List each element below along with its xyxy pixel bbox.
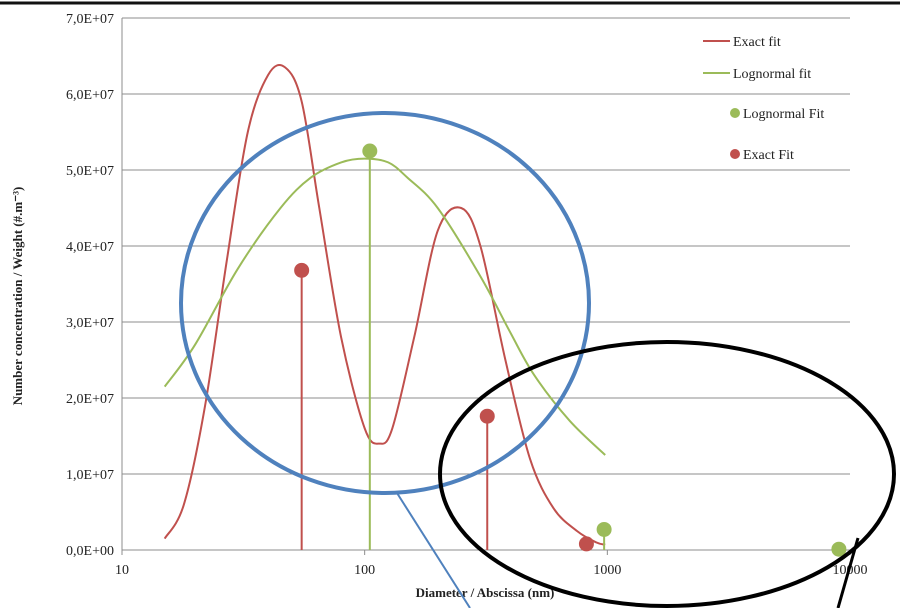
annotations <box>179 111 896 609</box>
blue-callout-line <box>396 492 471 609</box>
stem-point-lognormal-fit <box>362 143 378 159</box>
y-tick-label: 0,0E+00 <box>66 544 114 559</box>
series-line-lognormal-fit <box>163 157 606 456</box>
series-line-exact-fit <box>163 64 606 546</box>
y-tick-label: 7,0E+07 <box>66 12 114 27</box>
black-highlight-circle <box>438 340 896 608</box>
stem-point-exact-fit <box>578 536 594 552</box>
y-tick-label: 4,0E+07 <box>66 240 114 255</box>
y-tick-label: 5,0E+07 <box>66 164 114 179</box>
legend-label-lognormal-fit: Lognormal fit <box>733 67 811 82</box>
legend-marker-lognormal-fit-stems <box>730 108 740 118</box>
y-tick-label: 6,0E+07 <box>66 88 114 103</box>
y-tick-labels: 0,0E+00 1,0E+07 2,0E+07 3,0E+07 4,0E+07 5,0E+… <box>66 12 114 559</box>
x-tick-label: 10 <box>115 563 129 578</box>
x-tick-label: 100 <box>354 563 375 578</box>
grid <box>121 17 851 555</box>
x-tick-label: 1000 <box>593 563 621 578</box>
legend-label-exact-fit: Exact fit <box>733 35 781 50</box>
y-tick-label: 1,0E+07 <box>66 468 114 483</box>
legend: Exact fit Lognormal fit Lognormal Fit Ex… <box>703 35 824 163</box>
y-tick-label: 3,0E+07 <box>66 316 114 331</box>
black-callout-line <box>836 537 860 609</box>
x-axis-label: Diameter / Abscissa (nm) <box>416 585 555 600</box>
blue-highlight-circle <box>179 111 591 495</box>
plot-area <box>163 64 847 557</box>
legend-marker-exact-fit-stems <box>730 149 740 159</box>
stem-point-lognormal-fit <box>596 521 612 537</box>
legend-label-lognormal-fit-stems: Lognormal Fit <box>743 107 824 122</box>
stem-point-exact-fit <box>294 262 310 278</box>
y-tick-label: 2,0E+07 <box>66 392 114 407</box>
stem-point-lognormal-fit <box>831 541 847 557</box>
stem-point-exact-fit <box>479 408 495 424</box>
legend-label-exact-fit-stems: Exact Fit <box>743 148 794 163</box>
y-axis-label: Number concentration / Weight (#.m⁻³) <box>10 187 25 406</box>
